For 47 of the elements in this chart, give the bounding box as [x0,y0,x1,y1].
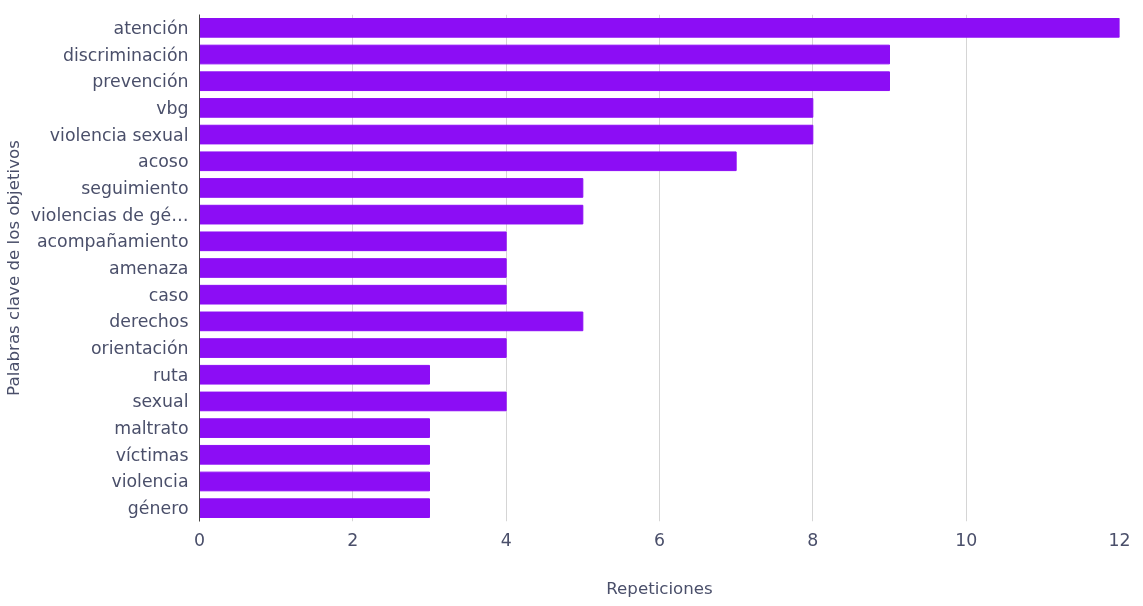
bar [199,391,507,412]
bar [199,231,507,252]
y-tick-label: amenaza [109,258,189,278]
bar [199,44,890,65]
bar [199,284,507,305]
bar [199,338,507,358]
y-axis-title: Palabras clave de los objetivos [3,140,23,396]
y-tick-label: caso [148,284,189,305]
y-tick-label: ruta [152,364,189,385]
bar [199,124,814,145]
bar [199,311,584,332]
y-tick-label: víctimas [115,444,189,465]
y-tick-label: vbg [156,97,189,118]
bar [199,364,430,385]
y-tick-label: violencia [111,471,189,492]
y-tick-label: género [127,498,189,519]
x-tick-label: 12 [1108,529,1131,550]
x-tick-label: 2 [347,529,359,550]
y-tick-label: orientación [90,338,189,359]
bar [199,18,1120,38]
bar [199,71,890,92]
y-tick-label: acompañamiento [36,231,189,252]
x-axis-title: Repeticiones [606,578,713,598]
y-tick-label: derechos [109,311,189,332]
bar [199,498,430,518]
y-tick-label: violencias de gé… [30,204,189,225]
x-tick-label: 10 [955,529,978,550]
y-tick-label: acoso [138,151,189,172]
bar [199,258,507,278]
y-tick-label: prevención [92,71,189,92]
y-tick-label: violencia sexual [49,124,189,145]
bar [199,471,430,492]
y-tick-label: sexual [132,391,189,412]
y-tick-label: atención [113,17,189,38]
y-tick-label: discriminación [62,44,189,65]
bar [199,444,430,465]
x-tick-label: 4 [500,529,512,550]
x-tick-label: 6 [653,529,666,550]
bar [199,418,430,438]
y-tick-label: maltrato [114,418,189,439]
x-tick-label: 8 [807,529,819,550]
bar [199,178,584,198]
x-tick-label: 0 [193,529,206,550]
bar [199,151,737,172]
y-tick-label: seguimiento [81,177,189,198]
bar [199,98,814,118]
bar [199,204,584,225]
